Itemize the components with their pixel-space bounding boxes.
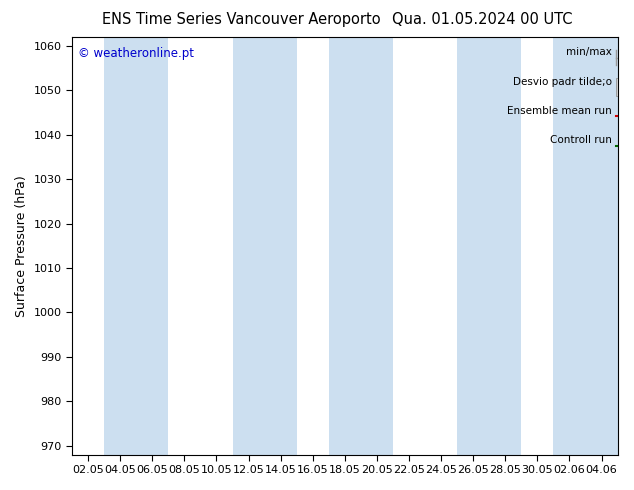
Text: Qua. 01.05.2024 00 UTC: Qua. 01.05.2024 00 UTC: [392, 12, 572, 27]
Text: min/max: min/max: [566, 48, 612, 57]
Text: Controll run: Controll run: [550, 135, 612, 145]
Text: © weatheronline.pt: © weatheronline.pt: [77, 48, 193, 60]
Text: Ensemble mean run: Ensemble mean run: [507, 106, 612, 116]
Text: ENS Time Series Vancouver Aeroporto: ENS Time Series Vancouver Aeroporto: [101, 12, 380, 27]
Bar: [329, 37, 393, 455]
Bar: [553, 37, 618, 455]
Bar: [616, 78, 634, 97]
Bar: [233, 37, 297, 455]
Bar: [457, 37, 521, 455]
Bar: [104, 37, 169, 455]
Text: Desvio padr tilde;o: Desvio padr tilde;o: [513, 77, 612, 87]
Y-axis label: Surface Pressure (hPa): Surface Pressure (hPa): [15, 175, 28, 317]
